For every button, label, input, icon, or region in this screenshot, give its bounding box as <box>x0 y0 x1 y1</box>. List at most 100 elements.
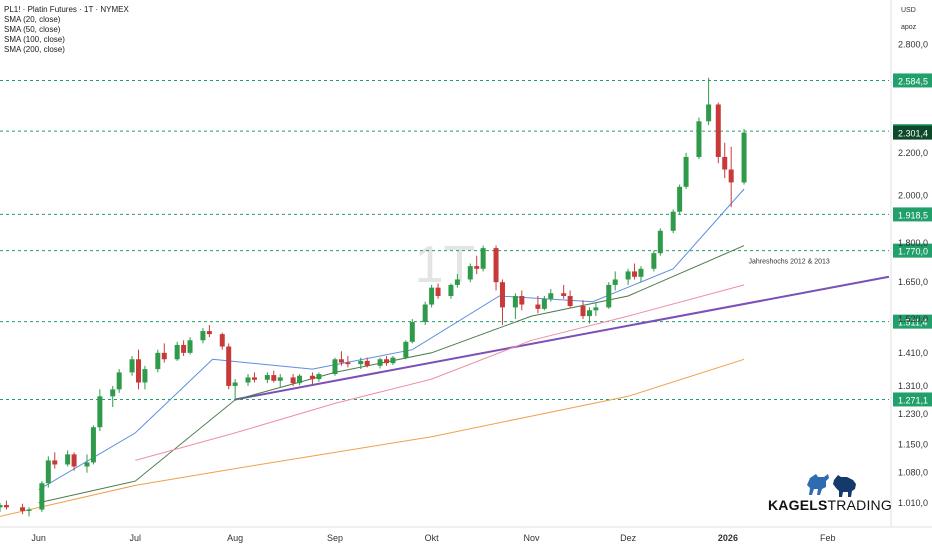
candle-body <box>136 359 142 383</box>
x-tick-label: Aug <box>227 533 243 543</box>
annotation-label: Jahreshochs 2012 & 2013 <box>748 259 829 266</box>
x-tick-label: Okt <box>425 533 440 543</box>
candle-body <box>232 382 238 386</box>
candle-body <box>161 352 167 360</box>
candle-body <box>206 331 212 335</box>
candle-body <box>715 104 721 157</box>
candle-body <box>345 362 351 365</box>
candle-body <box>309 375 315 380</box>
candle-body <box>548 293 554 299</box>
candle-body <box>65 454 71 465</box>
price-axis[interactable]: 2.584,52.308,81.918,51.770,01.511,41.271… <box>893 39 932 508</box>
symbol-title[interactable]: PL1! · Platin Futures · 1T · NYMEX <box>4 5 129 14</box>
x-tick-label: Feb <box>820 533 836 543</box>
candle-body <box>226 346 232 386</box>
bull-icon <box>807 474 829 495</box>
currency-label[interactable]: USD <box>901 7 916 14</box>
candle-body <box>290 377 296 384</box>
time-axis[interactable]: Jun Jul Aug Sep Okt Nov Dez 2026 Feb <box>31 533 835 543</box>
x-tick-label: Jul <box>130 533 142 543</box>
candle-body <box>670 211 676 231</box>
candle-body <box>561 293 567 297</box>
candle-body <box>429 287 435 305</box>
candle-body <box>586 310 592 317</box>
x-tick-label: Nov <box>523 533 540 543</box>
sma-line-1 <box>38 245 745 504</box>
x-tick-label: Jun <box>31 533 46 543</box>
indicator-sma-50[interactable]: SMA (50, close) <box>4 25 61 34</box>
candle-body <box>696 121 702 157</box>
x-tick-label: 2026 <box>718 533 738 543</box>
level-tag-4 <box>893 314 932 329</box>
candle-body <box>722 156 728 170</box>
level-label-4: 1.511,4 <box>898 318 927 328</box>
candle-body <box>535 304 541 309</box>
candle-body <box>0 505 3 508</box>
candle-body <box>155 352 161 370</box>
candle-body <box>358 360 364 365</box>
candle-body <box>364 360 370 366</box>
candle-body <box>541 298 547 309</box>
level-tag-2 <box>893 207 932 222</box>
trendline-0 <box>234 275 890 401</box>
candle-body <box>71 454 77 467</box>
candle-body <box>251 377 257 380</box>
candle-body <box>625 271 631 280</box>
level-tag-0 <box>893 73 932 88</box>
indicator-sma-200[interactable]: SMA (200, close) <box>4 45 65 54</box>
y-tick-label: 1.150,0 <box>898 439 928 449</box>
candle-body <box>593 307 599 311</box>
candle-body <box>277 377 283 381</box>
candle-body <box>390 357 396 364</box>
y-tick-label: 1.410,0 <box>898 348 928 358</box>
candle-body <box>20 507 26 511</box>
candle-body <box>3 505 9 508</box>
candle-body <box>403 341 409 358</box>
candle-body <box>271 375 277 381</box>
candle-body <box>384 359 390 364</box>
candle-body <box>316 374 322 380</box>
candle-body <box>519 296 525 305</box>
level-tag-3 <box>893 243 932 258</box>
scale-mode-label[interactable]: apoz <box>901 24 917 31</box>
level-label-3: 1.770,0 <box>898 247 928 257</box>
y-tick-label: 2.200,0 <box>898 148 928 158</box>
candle-body <box>174 344 180 360</box>
y-tick-label: 1.010,0 <box>898 498 928 508</box>
candles <box>0 77 747 517</box>
candle-body <box>264 375 270 380</box>
candle-body <box>200 331 206 341</box>
candle-body <box>297 375 303 384</box>
candle-body <box>435 287 441 297</box>
candle-body <box>142 369 148 383</box>
candle-body <box>683 156 689 187</box>
candle-body <box>638 268 644 277</box>
indicator-sma-100[interactable]: SMA (100, close) <box>4 35 65 44</box>
level-label-5: 1.271,1 <box>898 395 928 405</box>
candle-body <box>245 377 251 383</box>
brand-logo <box>768 470 888 520</box>
y-tick-label: 1.650,0 <box>898 277 928 287</box>
bear-icon <box>833 475 856 497</box>
candle-body <box>474 266 480 269</box>
candle-body <box>97 396 103 428</box>
candle-body <box>39 483 45 510</box>
last-price-label: 2.301,4 <box>898 129 928 139</box>
annotations: Jahreshochs 2012 & 2013 <box>748 259 829 266</box>
x-tick-label: Sep <box>327 533 343 543</box>
candle-body <box>612 279 618 285</box>
brand-wordmark: KAGELSTRADING <box>768 497 892 513</box>
candle-body <box>741 132 747 183</box>
candle-body <box>467 266 473 280</box>
candle-body <box>84 462 90 467</box>
candle-body <box>52 460 58 465</box>
y-tick-label: 1.230,0 <box>898 409 928 419</box>
horizontal-levels <box>0 79 889 400</box>
indicator-sma-20[interactable]: SMA (20, close) <box>4 15 61 24</box>
y-tick-label: 2.800,0 <box>898 39 928 49</box>
candle-body <box>448 284 454 297</box>
candle-body <box>422 304 428 323</box>
sma-line-0 <box>38 188 745 491</box>
y-tick-label: 1.310,0 <box>898 381 928 391</box>
